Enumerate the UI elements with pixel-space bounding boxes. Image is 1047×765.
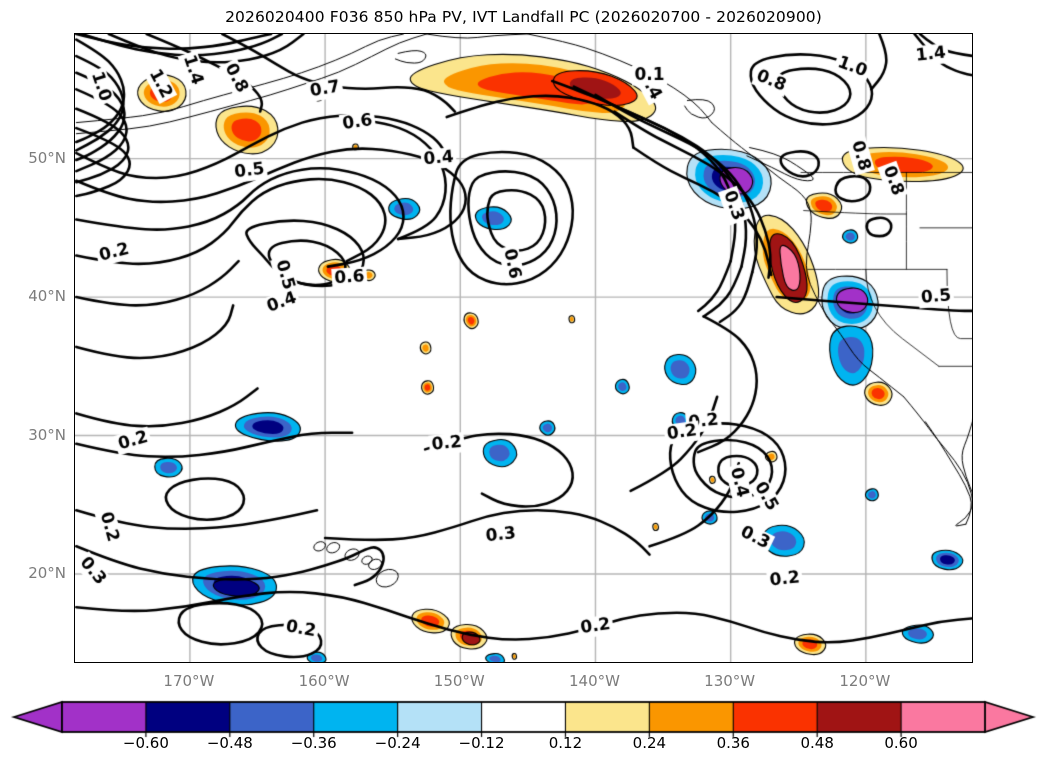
colorbar-tick-4: −0.12 [458,734,505,752]
colorbar-tick-2: −0.36 [290,734,337,752]
colorbar-tick-6: 0.24 [632,734,667,752]
colorbar-tick-7: 0.36 [716,734,750,752]
page-title: 2026020400 F036 850 hPa PV, IVT Landfall… [225,8,822,26]
colorbar: −0.60 −0.48 −0.36 −0.24 −0.12 0.12 0.24 0.36 0.4… [0,696,1047,765]
colorbar-tick-0: −0.60 [122,734,169,752]
colorbar-tick-9: 0.60 [884,734,918,752]
colorbar-tick-5: 0.12 [548,734,583,752]
longitude-tick-130W: 130°W [704,672,756,690]
longitude-tick-120W: 120°W [839,672,891,690]
latitude-tick-30: 30°N [28,425,66,444]
map-plot-area [74,33,973,663]
longitude-tick-150W: 150°W [433,672,485,690]
latitude-tick-40: 40°N [28,287,66,306]
latitude-tick-50: 50°N [28,148,66,167]
map-canvas [75,34,972,662]
colorbar-bar [0,696,1047,738]
latitude-tick-20: 20°N [28,564,66,582]
longitude-tick-140W: 140°W [568,672,620,690]
colorbar-tick-3: −0.24 [374,734,421,752]
longitude-tick-160W: 160°W [298,672,350,690]
colorbar-tick-1: −0.48 [206,734,253,752]
longitude-tick-170W: 170°W [163,672,215,690]
colorbar-tick-8: 0.48 [800,734,834,752]
